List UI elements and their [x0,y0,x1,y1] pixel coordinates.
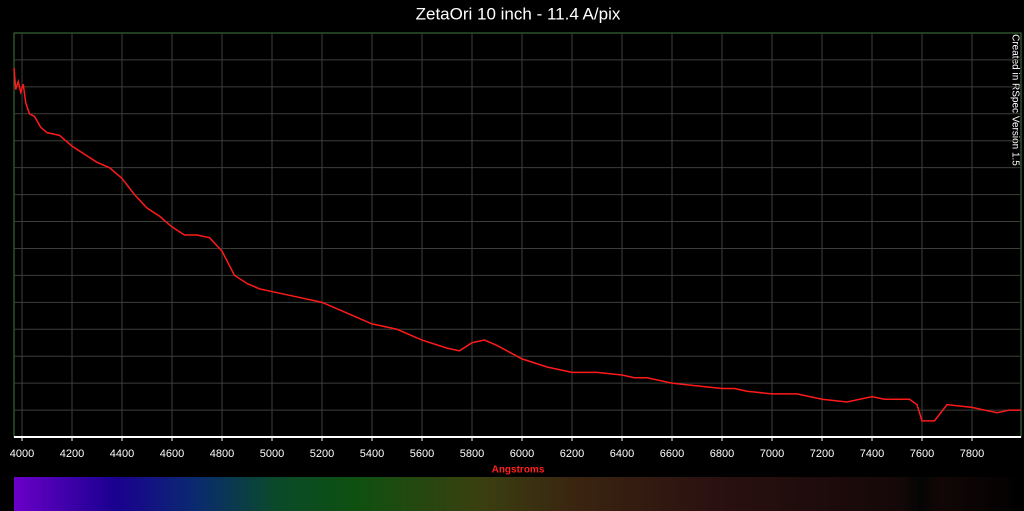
x-tick-label: 4000 [10,448,34,460]
spectrum-strip [14,477,1021,511]
x-tick-label: 6000 [510,448,534,460]
x-tick-label: 4600 [160,448,184,460]
x-tick-label: 4800 [210,448,234,460]
x-tick-label: 6400 [610,448,634,460]
x-tick-label: 6200 [560,448,584,460]
x-tick-label: 4400 [110,448,134,460]
annotation: Created in RSpec Version 1.5 [1009,34,1020,166]
chart-title: ZetaOri 10 inch - 11.4 A/pix [416,4,621,23]
spectrum-line [13,67,1021,422]
x-tick-label: 7000 [760,448,784,460]
plot-frame [13,32,1022,438]
x-tick-label: 7400 [860,448,884,460]
x-tick-label: 5400 [360,448,384,460]
x-axis-label: Angstroms [492,465,545,476]
x-tick-label: 5800 [460,448,484,460]
x-tick-label: 6600 [660,448,684,460]
x-tick-label: 5200 [310,448,334,460]
x-tick-label: 4200 [60,448,84,460]
x-tick-label: 5000 [260,448,284,460]
x-tick-label: 7200 [810,448,834,460]
x-tick-label: 7800 [960,448,984,460]
x-tick-label: 5600 [410,448,434,460]
x-tick-label: 7600 [910,448,934,460]
x-tick-label: 6800 [710,448,734,460]
